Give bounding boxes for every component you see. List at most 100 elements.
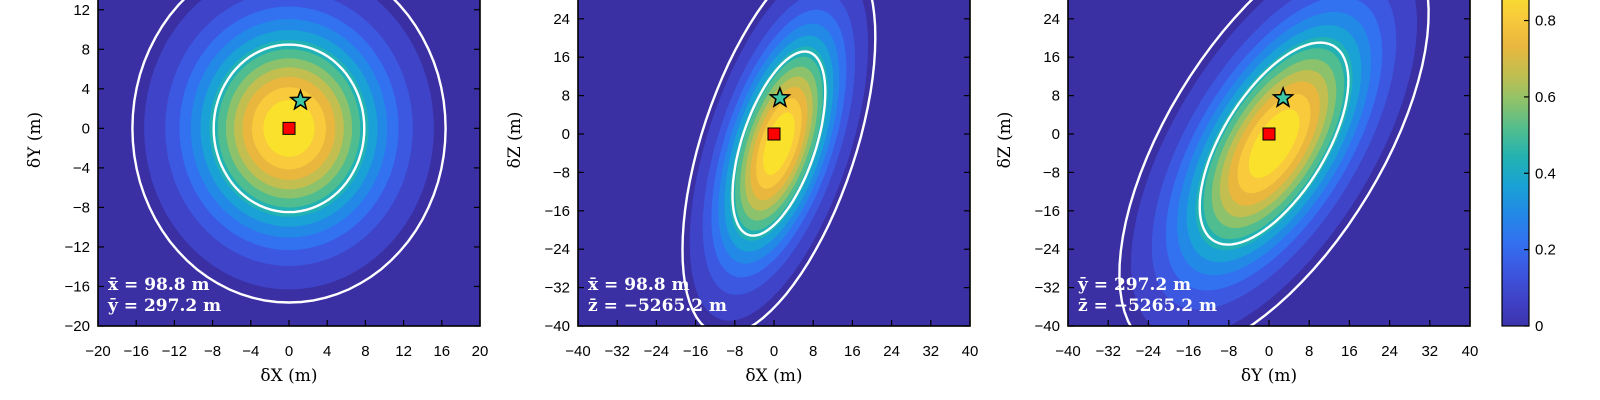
y-tick-label: −40 xyxy=(545,318,570,335)
y-tick-label: −32 xyxy=(545,280,570,297)
x-axis-label: δX (m) xyxy=(260,366,317,386)
mean-annotation: x̄ = 98.8 m xyxy=(108,275,210,295)
x-tick-label: 0 xyxy=(770,343,778,360)
mean-annotation: ȳ = 297.2 m xyxy=(107,296,221,316)
y-tick-label: −4 xyxy=(73,160,90,177)
panel-xz: x̄ = 98.8 mz̄ = −5265.2 m −40 −32 −24 −16 −8 0… xyxy=(505,0,978,386)
x-tick-label: 40 xyxy=(962,343,979,360)
y-tick-label: 16 xyxy=(553,49,570,66)
plot-area: x̄ = 98.8 mȳ = 297.2 m xyxy=(98,0,480,326)
mean-annotation: x̄ = 98.8 m xyxy=(588,275,690,295)
panel-yz: ȳ = 297.2 mz̄ = −5265.2 m −40 −32 −24 −16 −8 0… xyxy=(995,0,1478,386)
x-tick-label: −16 xyxy=(123,343,148,360)
y-tick-label: 0 xyxy=(562,126,570,143)
x-tick-label: −12 xyxy=(162,343,187,360)
density-level-12 xyxy=(763,112,795,175)
contour-50-line xyxy=(212,43,366,214)
true-location-marker xyxy=(767,127,781,141)
x-tick-label: −40 xyxy=(565,343,590,360)
y-tick-label: −12 xyxy=(65,239,90,256)
x-tick-label: −8 xyxy=(726,343,743,360)
true-location-marker xyxy=(282,121,296,135)
x-tick-label: 20 xyxy=(472,343,489,360)
colorbar: 0.8 0.6 0.4 0.2 0 xyxy=(1501,0,1556,335)
mean-annotation: z̄ = −5265.2 m xyxy=(1078,296,1217,316)
x-tick-label: 0 xyxy=(285,343,293,360)
x-tick-label: 24 xyxy=(883,343,900,360)
y-tick-label: 24 xyxy=(1043,11,1060,28)
y-tick-label: −8 xyxy=(553,164,570,181)
density-level-12 xyxy=(1248,109,1300,178)
y-tick-label: 16 xyxy=(1043,49,1060,66)
x-tick-label: −8 xyxy=(204,343,221,360)
y-tick-label: 12 xyxy=(73,2,90,19)
x-tick-label: −8 xyxy=(1220,343,1237,360)
panel-xy: x̄ = 98.8 mȳ = 297.2 m −20 −16 −12 −8 −4 0 4 8 12… xyxy=(25,0,488,386)
x-tick-label: 24 xyxy=(1381,343,1398,360)
true-location-marker xyxy=(1262,127,1276,141)
plot-area: ȳ = 297.2 mz̄ = −5265.2 m xyxy=(1068,0,1470,326)
colorbar-tick-label: 0.2 xyxy=(1535,242,1556,259)
x-tick-label: 16 xyxy=(844,343,861,360)
contour-95-line xyxy=(681,0,877,326)
x-tick-label: −16 xyxy=(683,343,708,360)
x-tick-label: −24 xyxy=(1136,343,1161,360)
mean-annotation: ȳ = 297.2 m xyxy=(1077,275,1191,295)
x-tick-label: −20 xyxy=(85,343,110,360)
plot-area: x̄ = 98.8 mz̄ = −5265.2 m xyxy=(578,0,970,326)
y-tick-label: −40 xyxy=(1035,318,1060,335)
y-tick-label: 8 xyxy=(82,41,90,58)
x-tick-label: 8 xyxy=(361,343,369,360)
y-axis-label: δZ (m) xyxy=(505,112,525,169)
colorbar-tick-label: 0.6 xyxy=(1535,89,1556,106)
y-tick-label: 0 xyxy=(82,120,90,137)
colorbar-bar xyxy=(1501,0,1530,327)
y-tick-label: −8 xyxy=(1043,164,1060,181)
x-tick-label: 32 xyxy=(922,343,939,360)
x-tick-label: −32 xyxy=(604,343,629,360)
y-tick-label: −8 xyxy=(73,199,90,216)
x-tick-label: 32 xyxy=(1421,343,1438,360)
colorbar-tick-label: 0 xyxy=(1535,318,1543,335)
contour-50-line xyxy=(1198,41,1350,246)
y-tick-label: −16 xyxy=(65,278,90,295)
y-tick-label: −16 xyxy=(1035,203,1060,220)
x-tick-label: 16 xyxy=(433,343,450,360)
colorbar-tick-label: 0.4 xyxy=(1535,165,1556,182)
estimate-star-marker xyxy=(288,88,313,111)
x-tick-label: −4 xyxy=(242,343,259,360)
y-tick-label: 24 xyxy=(553,11,570,28)
x-axis-label: δY (m) xyxy=(1241,366,1297,386)
y-tick-label: −24 xyxy=(1035,241,1060,258)
contour-50-line xyxy=(731,50,827,237)
y-tick-label: 8 xyxy=(562,88,570,105)
y-tick-label: −24 xyxy=(545,241,570,258)
y-axis-label: δY (m) xyxy=(25,112,45,168)
y-tick-label: 4 xyxy=(82,81,90,98)
mean-annotation: z̄ = −5265.2 m xyxy=(588,296,727,316)
x-tick-label: 8 xyxy=(1305,343,1313,360)
y-tick-label: 0 xyxy=(1052,126,1060,143)
x-tick-label: −32 xyxy=(1095,343,1120,360)
y-tick-label: −20 xyxy=(65,318,90,335)
y-tick-label: −16 xyxy=(545,203,570,220)
x-tick-label: −16 xyxy=(1176,343,1201,360)
colorbar-tick-label: 0.8 xyxy=(1535,13,1556,30)
x-tick-label: 16 xyxy=(1341,343,1358,360)
x-tick-label: −24 xyxy=(644,343,669,360)
x-tick-label: 4 xyxy=(323,343,331,360)
estimate-star-marker xyxy=(768,85,792,108)
y-tick-label: 8 xyxy=(1052,88,1060,105)
contour-95-line xyxy=(131,0,447,304)
x-tick-label: 0 xyxy=(1265,343,1273,360)
x-axis-label: δX (m) xyxy=(745,366,802,386)
y-axis-label: δZ (m) xyxy=(995,112,1015,169)
estimate-star-marker xyxy=(1271,85,1295,108)
y-tick-label: −32 xyxy=(1035,280,1060,297)
contour-95-line xyxy=(1118,0,1430,326)
x-tick-label: −40 xyxy=(1055,343,1080,360)
x-tick-label: 40 xyxy=(1462,343,1479,360)
x-tick-label: 12 xyxy=(395,343,412,360)
x-tick-label: 8 xyxy=(809,343,817,360)
